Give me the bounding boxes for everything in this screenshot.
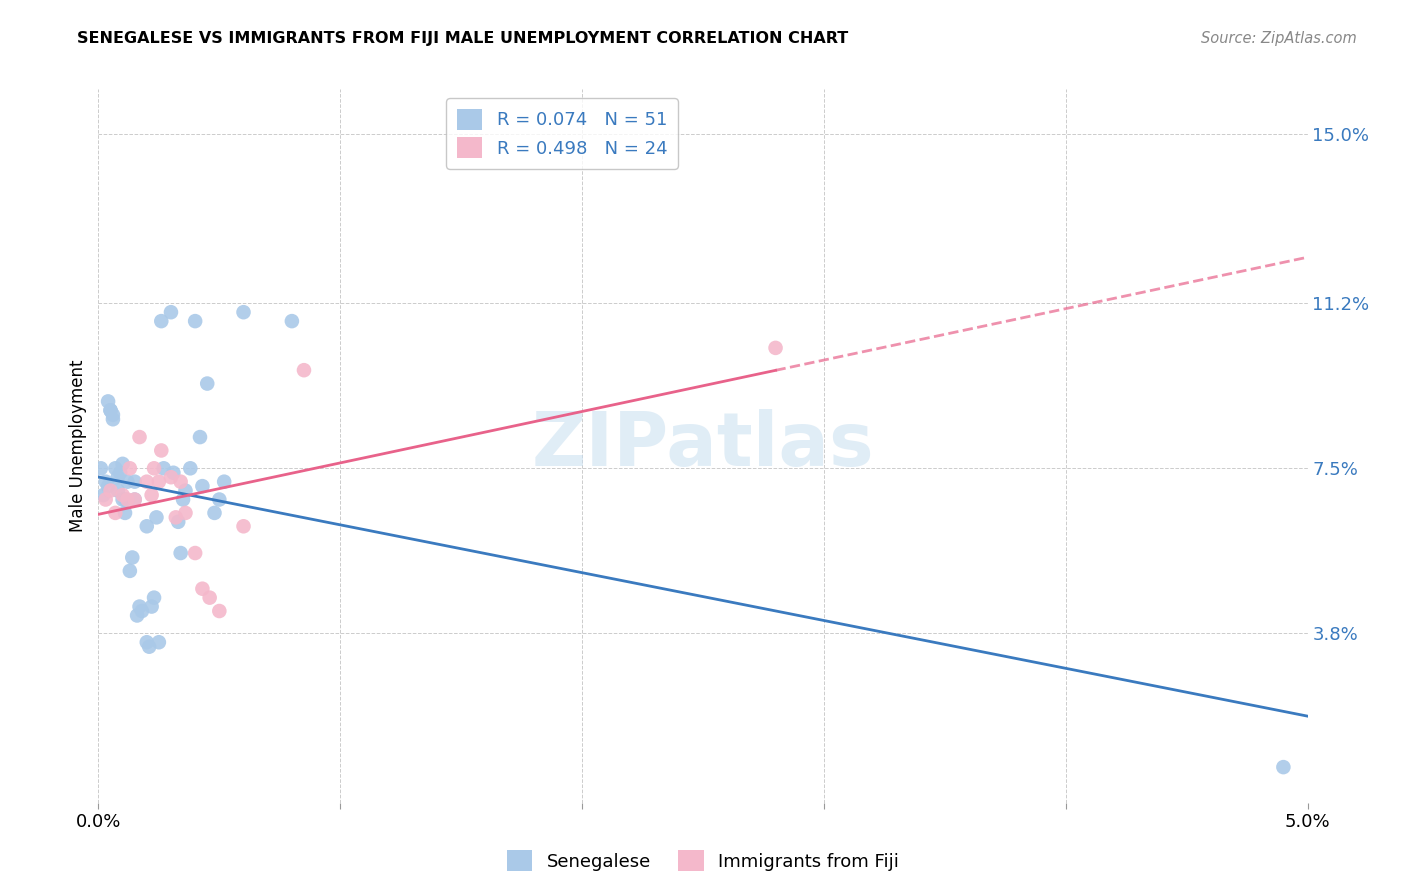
Point xyxy=(169,546,191,560)
Text: ZIPatlas: ZIPatlas xyxy=(531,409,875,483)
Point xyxy=(145,510,167,524)
Point xyxy=(143,591,166,605)
Point xyxy=(97,394,120,409)
Point xyxy=(114,506,136,520)
Point xyxy=(124,492,146,507)
Point xyxy=(135,475,157,489)
Point xyxy=(91,488,114,502)
Point xyxy=(124,475,146,489)
Point xyxy=(198,591,221,605)
Point xyxy=(150,443,173,458)
Point xyxy=(101,408,124,422)
Point xyxy=(135,519,157,533)
Text: SENEGALESE VS IMMIGRANTS FROM FIJI MALE UNEMPLOYMENT CORRELATION CHART: SENEGALESE VS IMMIGRANTS FROM FIJI MALE … xyxy=(77,31,849,46)
Point xyxy=(100,483,122,498)
Point xyxy=(148,635,170,649)
Point xyxy=(107,470,129,484)
Point xyxy=(232,519,254,533)
Point xyxy=(208,492,231,507)
Point xyxy=(117,492,139,507)
Point xyxy=(100,403,122,417)
Point xyxy=(191,479,214,493)
Point xyxy=(108,466,131,480)
Point xyxy=(195,376,218,391)
Point xyxy=(118,461,141,475)
Point xyxy=(184,314,207,328)
Point xyxy=(135,635,157,649)
Point xyxy=(212,475,235,489)
Point xyxy=(172,492,194,507)
Point xyxy=(765,341,787,355)
Point xyxy=(232,305,254,319)
Legend: R = 0.074   N = 51, R = 0.498   N = 24: R = 0.074 N = 51, R = 0.498 N = 24 xyxy=(446,98,678,169)
Legend: Senegalese, Immigrants from Fiji: Senegalese, Immigrants from Fiji xyxy=(501,843,905,879)
Point xyxy=(114,492,136,507)
Point xyxy=(117,475,139,489)
Point xyxy=(148,475,170,489)
Point xyxy=(174,506,197,520)
Point xyxy=(128,430,150,444)
Point xyxy=(150,314,173,328)
Point xyxy=(188,430,211,444)
Point xyxy=(160,305,183,319)
Point xyxy=(100,403,122,417)
Point xyxy=(111,488,134,502)
Point xyxy=(94,475,117,489)
Point xyxy=(152,461,174,475)
Point xyxy=(90,461,112,475)
Point xyxy=(191,582,214,596)
Point xyxy=(281,314,304,328)
Text: Source: ZipAtlas.com: Source: ZipAtlas.com xyxy=(1201,31,1357,46)
Point xyxy=(179,461,201,475)
Point xyxy=(160,470,183,484)
Point xyxy=(121,550,143,565)
Point xyxy=(141,599,163,614)
Point xyxy=(143,461,166,475)
Point xyxy=(104,506,127,520)
Point xyxy=(101,412,124,426)
Point xyxy=(1272,760,1295,774)
Point xyxy=(118,564,141,578)
Point xyxy=(128,599,150,614)
Point xyxy=(208,604,231,618)
Point xyxy=(162,466,184,480)
Point xyxy=(167,515,190,529)
Point xyxy=(138,640,160,654)
Point xyxy=(97,479,120,493)
Point xyxy=(141,488,163,502)
Point xyxy=(107,483,129,498)
Point xyxy=(131,604,153,618)
Point xyxy=(127,608,149,623)
Point xyxy=(169,475,191,489)
Point xyxy=(165,510,187,524)
Point xyxy=(124,492,146,507)
Point xyxy=(94,492,117,507)
Point xyxy=(174,483,197,498)
Point xyxy=(111,457,134,471)
Point xyxy=(292,363,315,377)
Point xyxy=(111,492,134,507)
Point xyxy=(104,461,127,475)
Point xyxy=(184,546,207,560)
Y-axis label: Male Unemployment: Male Unemployment xyxy=(69,359,87,533)
Point xyxy=(204,506,226,520)
